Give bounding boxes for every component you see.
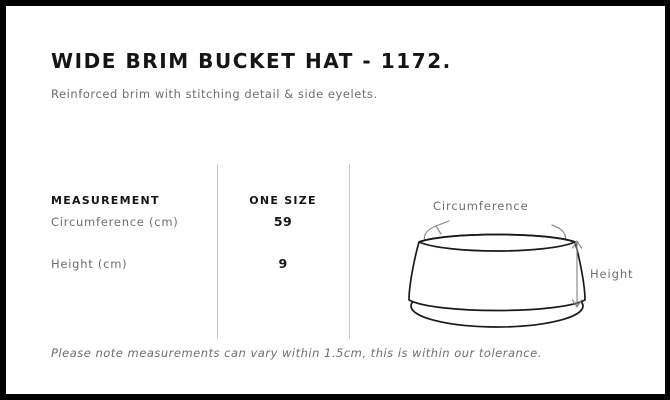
- body-region: MEASUREMENT ONE SIZE Circumference (cm) …: [6, 164, 665, 339]
- table-row: Height (cm) 9: [51, 256, 349, 298]
- circumference-label: Circumference: [433, 199, 529, 213]
- table-divider-left: [217, 164, 218, 339]
- measurement-table: MEASUREMENT ONE SIZE Circumference (cm) …: [51, 164, 349, 298]
- bucket-hat-icon: [408, 233, 586, 328]
- row-value-height: 9: [278, 256, 288, 271]
- row-label-height: Height (cm): [51, 257, 128, 271]
- header: WIDE BRIM BUCKET HAT - 1172. Reinforced …: [51, 48, 452, 102]
- height-label: Height: [590, 267, 633, 281]
- double-headed-vertical-arrow-icon: [571, 240, 583, 308]
- page-title: WIDE BRIM BUCKET HAT - 1172.: [51, 49, 452, 73]
- size-guide-card: WIDE BRIM BUCKET HAT - 1172. Reinforced …: [6, 6, 665, 394]
- table-header-row: MEASUREMENT ONE SIZE: [51, 164, 349, 214]
- column-header-measurement: MEASUREMENT: [51, 194, 160, 207]
- column-header-one-size: ONE SIZE: [249, 194, 317, 207]
- table-divider-right: [349, 164, 350, 339]
- hat-diagram: Circumference: [349, 164, 665, 339]
- table-row: Circumference (cm) 59: [51, 214, 349, 256]
- tolerance-footnote: Please note measurements can vary within…: [51, 346, 542, 360]
- row-label-circumference: Circumference (cm): [51, 215, 179, 229]
- row-value-circumference: 59: [273, 214, 293, 229]
- product-subtitle: Reinforced brim with stitching detail & …: [51, 87, 378, 101]
